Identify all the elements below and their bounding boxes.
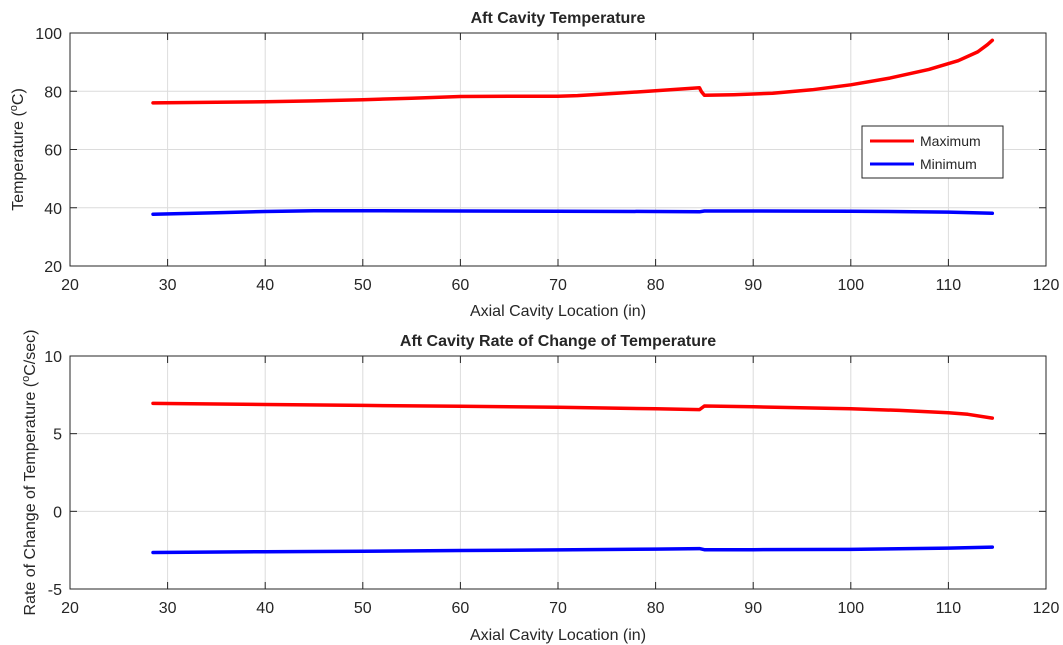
y-tick-label: 0 xyxy=(53,504,62,521)
y-tick-label: -5 xyxy=(48,582,62,599)
series-line-maximum xyxy=(151,38,995,105)
y-axis-label: Temperature (oC) xyxy=(8,88,27,211)
axes-frame xyxy=(69,32,1047,267)
y-axis-label: Rate of Change of Temperature (oC/sec) xyxy=(20,330,39,616)
legend-label-minimum: Minimum xyxy=(920,156,977,172)
series-line-minimum xyxy=(151,208,995,216)
x-tick-label: 100 xyxy=(837,600,864,617)
y-tick-label: 10 xyxy=(44,349,62,366)
x-tick-label: 40 xyxy=(256,277,274,294)
x-axis-label: Axial Cavity Location (in) xyxy=(470,303,646,320)
x-tick-label: 60 xyxy=(452,600,470,617)
series-line-minimum xyxy=(151,545,995,555)
x-tick-label: 100 xyxy=(837,277,864,294)
y-tick-label: 5 xyxy=(53,427,62,444)
x-tick-label: 120 xyxy=(1033,600,1060,617)
x-tick-label: 110 xyxy=(936,277,962,294)
legend: Maximum Minimum xyxy=(861,125,1004,179)
legend-label-maximum: Maximum xyxy=(920,133,981,149)
x-tick-label: 110 xyxy=(936,600,962,617)
y-tick-label: 80 xyxy=(44,84,62,101)
y-tick-label: 60 xyxy=(44,143,62,160)
series-line-maximum xyxy=(151,401,995,420)
y-tick-label: 100 xyxy=(35,26,62,43)
temperature-panel: 20 30 40 50 60 70 80 90 100 110 120 20 40 60 80 100 Aft … xyxy=(8,10,1059,320)
x-tick-label: 20 xyxy=(61,600,79,617)
rate-of-change-panel: 20 30 40 50 60 70 80 90 100 110 120 -5 0 5 10 Aft Cavit… xyxy=(20,330,1059,644)
y-tick-label: 40 xyxy=(44,201,62,218)
x-tick-label: 50 xyxy=(354,277,372,294)
x-tick-label: 20 xyxy=(61,277,79,294)
x-tick-label: 90 xyxy=(744,277,762,294)
x-tick-label: 60 xyxy=(452,277,470,294)
chart-title: Aft Cavity Temperature xyxy=(471,10,646,27)
x-tick-label: 30 xyxy=(159,600,177,617)
x-tick-label: 50 xyxy=(354,600,372,617)
x-tick-label: 70 xyxy=(549,600,567,617)
x-tick-label: 70 xyxy=(549,277,567,294)
x-tick-label: 80 xyxy=(647,277,665,294)
legend-box xyxy=(861,125,1004,179)
chart-title: Aft Cavity Rate of Change of Temperature xyxy=(400,333,716,350)
x-tick-label: 40 xyxy=(256,600,274,617)
x-tick-label: 30 xyxy=(159,277,177,294)
x-tick-label: 120 xyxy=(1033,277,1060,294)
axes-frame xyxy=(69,355,1047,590)
x-tick-label: 80 xyxy=(647,600,665,617)
x-tick-label: 90 xyxy=(744,600,762,617)
x-axis-label: Axial Cavity Location (in) xyxy=(470,627,646,644)
y-tick-label: 20 xyxy=(44,259,62,276)
